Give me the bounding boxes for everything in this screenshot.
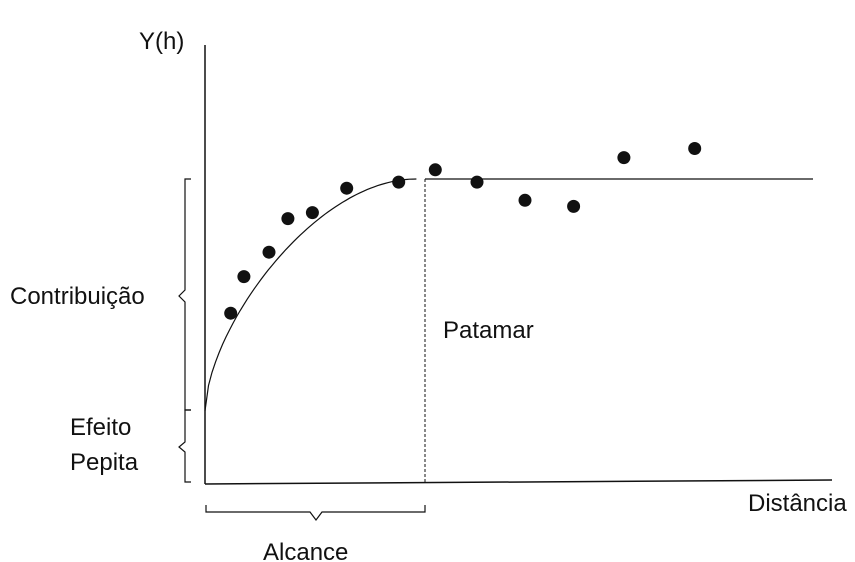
data-points <box>224 142 702 320</box>
data-point-7 <box>392 175 406 189</box>
contribution-brace <box>178 178 191 411</box>
contribution-label: Contribuição <box>10 283 145 310</box>
data-point-3 <box>262 245 276 259</box>
data-point-10 <box>518 193 532 207</box>
nugget-label-line1: Efeito <box>70 414 131 441</box>
data-point-5 <box>305 206 319 220</box>
data-point-2 <box>237 270 251 284</box>
nugget-brace <box>178 409 191 483</box>
range-label: Alcance <box>263 539 348 562</box>
data-point-13 <box>688 142 702 155</box>
data-point-9 <box>470 175 484 189</box>
data-point-11 <box>567 199 581 213</box>
data-point-6 <box>340 181 354 195</box>
data-point-1 <box>224 306 238 320</box>
y-axis-label: Y(h) <box>139 28 184 55</box>
range-brace <box>205 505 426 521</box>
model-curve <box>204 178 417 411</box>
nugget-label-line2: Pepita <box>70 449 139 476</box>
sill-label: Patamar <box>443 317 534 344</box>
x-axis-label: Distância <box>748 490 847 517</box>
x-axis <box>204 479 833 485</box>
data-point-8 <box>428 163 442 177</box>
data-point-4 <box>281 212 295 226</box>
data-point-12 <box>617 151 631 165</box>
